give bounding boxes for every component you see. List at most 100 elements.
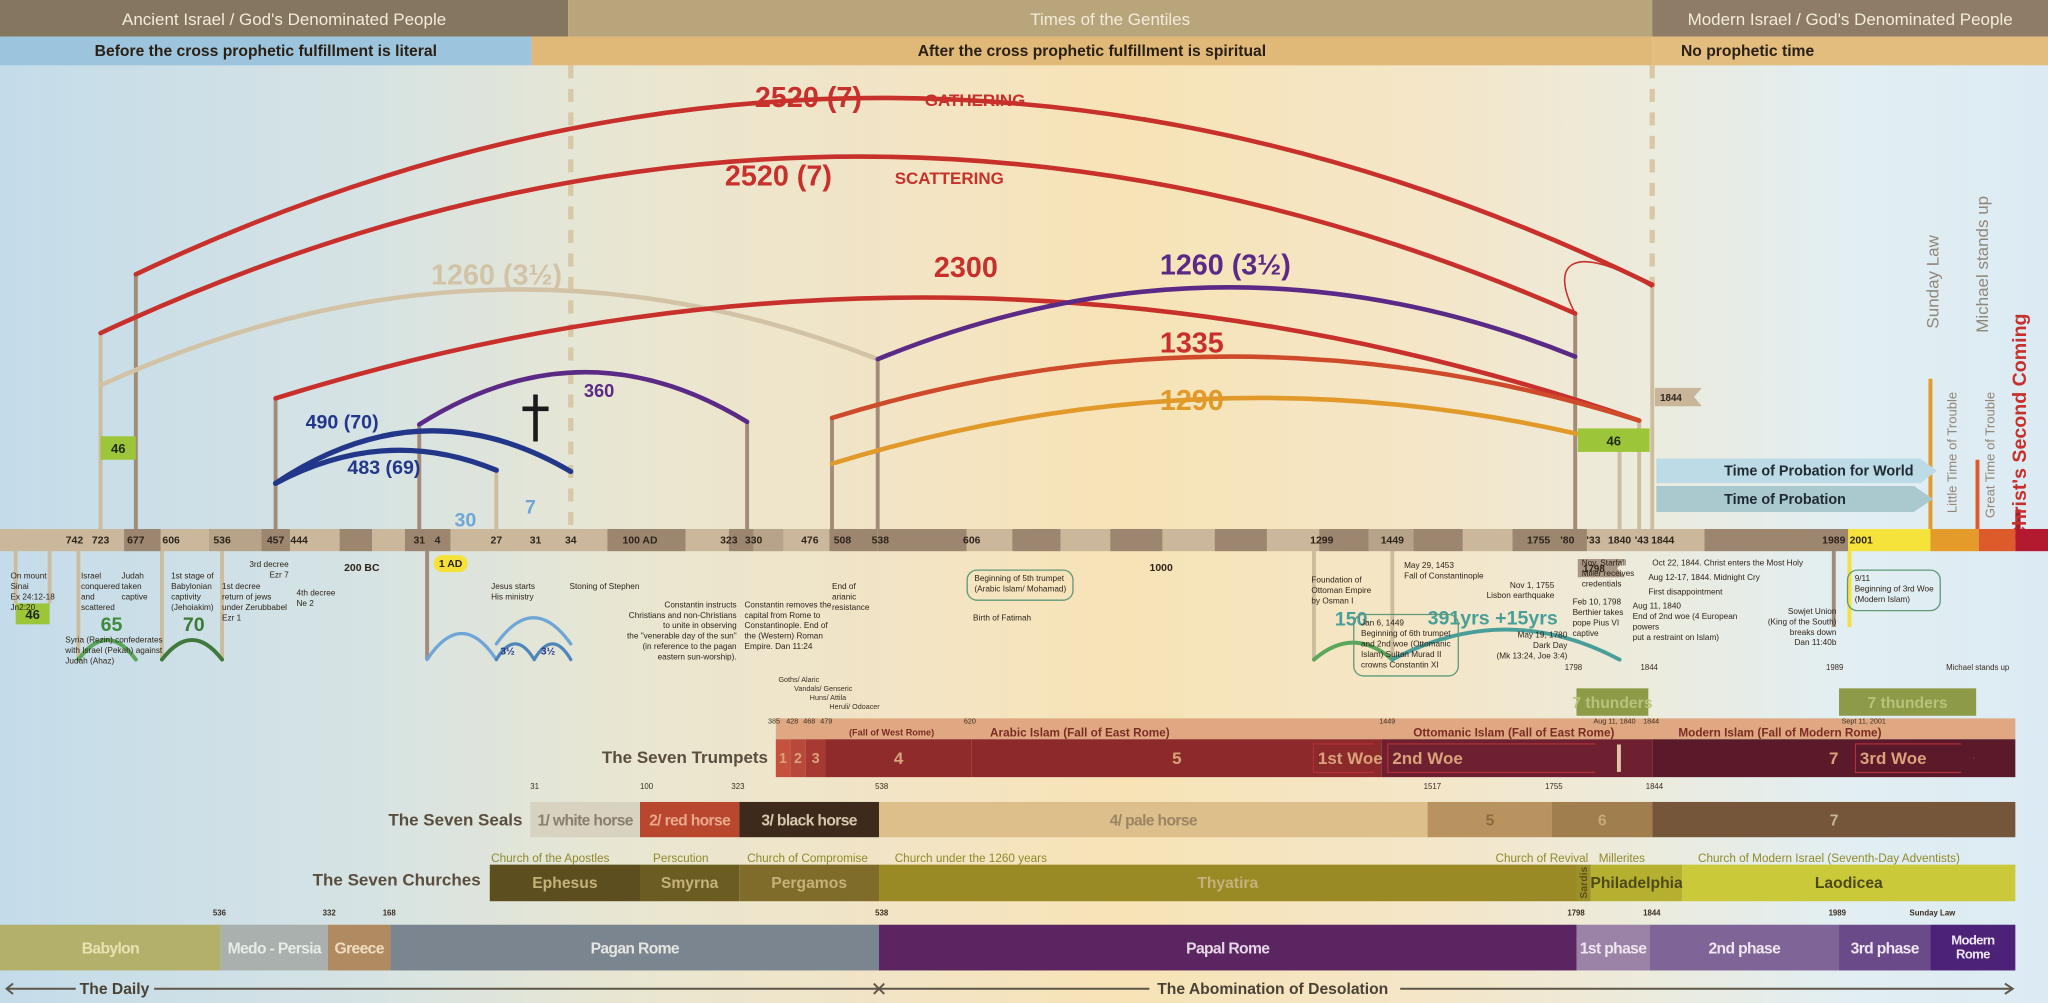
period-label-10: 30 [454,509,477,532]
seal-year: 100 [639,783,654,792]
timeline-segment [1368,528,1414,552]
timeline-year: 100 AD [622,534,658,546]
period-label-8: 490 (70) [305,411,379,434]
timeline-year: '43 [1634,534,1649,546]
timeline-year: 476 [801,534,819,546]
probation-world-label: Time of Probation for World [1724,463,1914,480]
event-annotation: Nov. Starfall Miller receives credential… [1581,559,1635,590]
timeline-segment [1930,528,1979,552]
period-label-13: 3½ [540,645,556,657]
arc-2520-scattering [98,154,1578,336]
period-label-11: 7 [525,496,536,519]
timeline-year: 1989 [1822,534,1846,546]
seven-trumpets-title: The Seven Trumpets [601,747,768,767]
timeline-year: 1299 [1310,534,1334,546]
kingdom-year: 1798 [1567,910,1585,919]
kingdom-year: Sunday Law [1909,910,1956,919]
seal-segment: 4/ pale horse [879,801,1428,838]
arrow-right-icon [2004,982,2015,995]
badge-46-label: 46 [1606,433,1621,448]
trumpet-era-label: Arabic Islam (Fall of East Rome) [990,726,1170,740]
seal-segment: 3/ black horse [739,801,880,838]
badge-46-label: 46 [25,607,40,622]
church-segment: Philadelphia [1590,864,1683,902]
period-label-0: 2520 (7) [754,80,862,114]
period-label-15: 70 [182,613,205,637]
church-segment: Ephesus [489,864,640,902]
trumpet-year: 479 [820,718,833,727]
trumpet-year: 428 [786,718,799,727]
event-annotation: Nov 1, 1755 Lisbon earthquake [1486,581,1555,601]
timeline-year: 1449 [1380,534,1404,546]
timeline-segment [1319,528,1369,552]
kingdom-year: 1989 [1828,910,1847,919]
timeline-year: '80 [1560,534,1575,546]
timeline-year: 1755 [1526,534,1551,546]
period-label-3: 2300 [933,250,998,284]
church-segment: Smyrna [639,864,740,902]
timeline-segment [450,528,608,552]
timeline-year: 1000 [1149,561,1173,574]
arc-3-5-first [494,642,536,662]
trumpet-year: 385 [767,718,780,727]
kingdom-segment: Papal Rome [879,924,1577,971]
event-callout-box: 9/11 Beginning of 3rd Woe (Modern Islam) [1846,569,1942,612]
kingdom-year: 536 [212,910,226,919]
badge-46-box [1577,428,1650,452]
timeline-segment [289,528,340,552]
timeline-segment [1110,528,1163,552]
timeline-year: 677 [127,534,145,546]
church-caption: Church of the Apostles [491,851,610,865]
trumpet-year: Aug 11, 1840 [1593,718,1636,727]
probation-arrow [1656,485,1934,512]
woe-label: 1st Woe [1317,748,1383,768]
arc-1290 [829,395,1622,466]
arc-1260-first [98,287,880,388]
arc-70 [159,638,224,662]
church-segment: Thyatira [879,864,1577,902]
seal-segment: 1/ white horse [530,801,640,838]
timeline-segment [728,528,754,552]
trumpet-era-band [775,718,2016,740]
timeline-year: 31 [529,534,542,546]
period-label-9: 483 (69) [347,457,421,480]
trumpet-era-label: (Fall of West Rome) [848,728,935,738]
trumpet-segment-4: 4 [825,739,972,778]
period-label-2: 1260 (3½) [431,258,563,292]
timeline-year: '33 [1586,534,1601,546]
trumpet-segment-3: 3 [805,739,826,778]
kingdom-segment: Modern Rome [1930,924,2016,971]
invader-label: Huns/ Attila [809,694,847,703]
seal-year: 1844 [1645,783,1664,792]
trumpet-year: 1844 [1643,718,1660,727]
timeline-segment [2015,528,2048,552]
flag-marker [1654,387,1702,407]
event-annotation: 1st decree return of jews under Zerubbab… [222,582,287,624]
event-annotation: Sowjet Union (King of the South) breaks … [1767,607,1837,648]
event-annotation: Constantin instructs Christians and non-… [626,600,737,663]
seal-segment: 5 [1427,801,1552,838]
kingdom-segment: 2nd phase [1649,924,1840,971]
timeline-segment [877,528,967,552]
the-daily-label: The Daily [79,979,150,998]
timeline-segment [0,528,125,552]
trumpet-year: 1449 [1379,718,1396,727]
event-annotation: Judah taken captive [121,572,148,603]
kingdom-segment: Medo - Persia [220,924,328,971]
event-callout-box: Jan 6, 1449 Beginning of 6th trumpet and… [1353,613,1459,677]
timeline-segment [1060,528,1111,552]
arc-loop [1563,261,1653,314]
period-label-14: 65 [100,613,123,637]
event-annotation: Feb 10, 1798 Berthier takes pope Pius VI… [1572,598,1624,639]
invader-label: Goths/ Alaric [778,676,820,685]
event-annotation: May 19, 1780 Dark Day (Mk 13:24, Joe 3:4… [1496,630,1568,661]
period-label-1: 2520 (7) [724,159,832,192]
timeline-segment [339,528,373,552]
event-annotation: 1st stage of Babylonian captivity (Jehoi… [171,572,214,613]
seal-year: 1755 [1545,783,1563,792]
flag-label: 1844 [1660,393,1682,404]
badge-46-box [15,603,50,625]
timeline-year: 323 [720,534,738,546]
event-annotation: Foundation of Ottoman Empire by Osman I [1311,575,1372,607]
